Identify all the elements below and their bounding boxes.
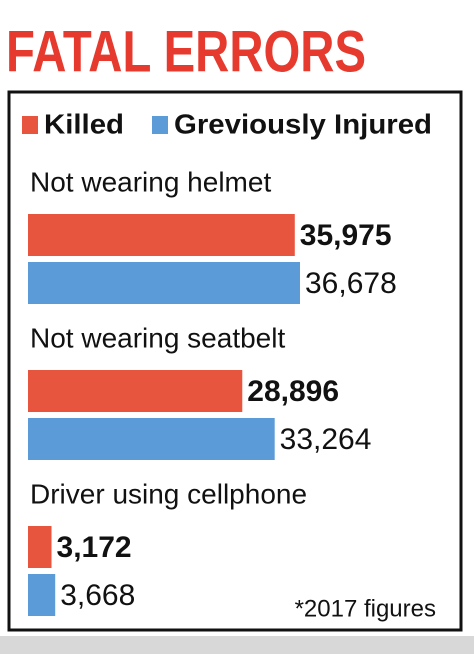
legend-label: Greviously Injured (174, 108, 432, 139)
chart-title: FATAL ERRORS (6, 19, 366, 84)
value-label: 28,896 (247, 375, 339, 408)
category-label: Not wearing seatbelt (30, 322, 285, 353)
bottom-strip (0, 636, 474, 654)
legend-swatch (152, 116, 168, 134)
value-label: 36,678 (305, 267, 397, 300)
value-label: 3,668 (60, 579, 135, 612)
value-label: 3,172 (57, 531, 132, 564)
bar (28, 526, 52, 568)
legend-swatch (22, 116, 38, 134)
bar (28, 262, 300, 304)
value-label: 33,264 (280, 423, 372, 456)
frame (7, 90, 463, 632)
value-label: 35,975 (300, 219, 392, 252)
bar (28, 418, 275, 460)
footnote: *2017 figures (295, 595, 436, 622)
bar (28, 370, 243, 412)
bar (28, 574, 56, 616)
bar (28, 214, 295, 256)
category-label: Driver using cellphone (30, 478, 307, 509)
legend-label: Killed (44, 108, 124, 139)
category-label: Not wearing helmet (30, 166, 271, 197)
